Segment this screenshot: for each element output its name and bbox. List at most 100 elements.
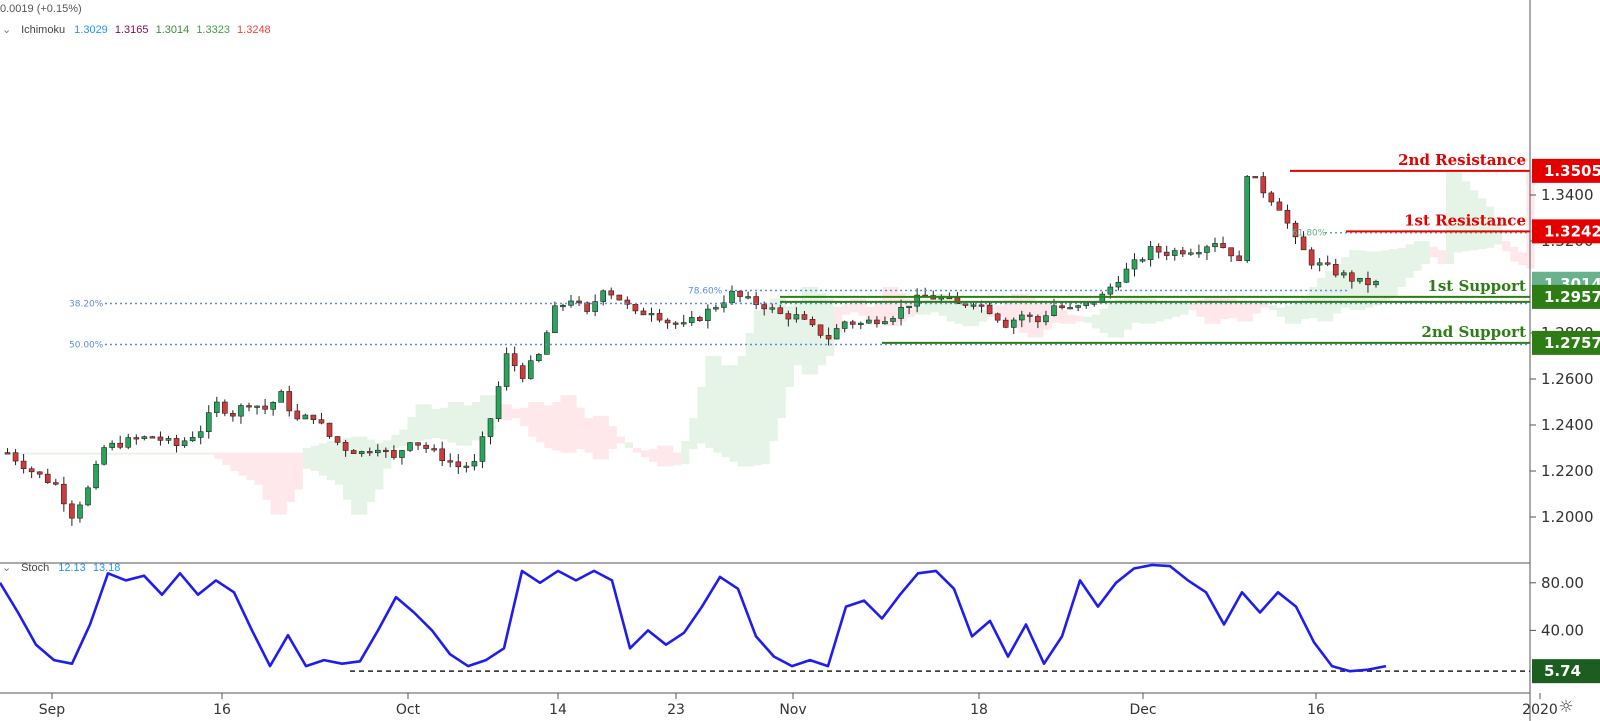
cloud-segment — [1123, 296, 1133, 330]
cloud-segment — [1164, 303, 1173, 320]
stoch-d-value: 13.18 — [92, 562, 121, 574]
cloud-segment — [149, 452, 158, 455]
cloud-segment — [1140, 297, 1149, 324]
candle-body — [1349, 272, 1355, 282]
candle-body — [664, 319, 671, 324]
cloud-segment — [1462, 181, 1471, 252]
candle-body — [101, 447, 107, 465]
time-tick-label: Nov — [779, 702, 806, 718]
candle-body — [648, 313, 655, 316]
cloud-segment — [1454, 172, 1463, 253]
cloud-segment — [657, 445, 666, 467]
candle-body — [439, 448, 446, 461]
candle-body — [737, 290, 743, 297]
cloud-segment — [632, 448, 641, 453]
cloud-segment — [1429, 246, 1438, 258]
candle-body — [1357, 277, 1363, 282]
cloud-segment — [624, 442, 633, 448]
candle-body — [61, 483, 67, 505]
cloud-segment — [649, 449, 658, 462]
candle-body — [1115, 281, 1122, 288]
candle-body — [745, 296, 751, 299]
stoch-k-line — [0, 563, 1387, 673]
stoch-collapse-chevron-icon[interactable]: ⌄ — [2, 562, 12, 574]
cloud-segment — [979, 310, 988, 322]
cloud-segment — [504, 404, 513, 421]
cloud-segment — [77, 452, 86, 455]
cloud-segment — [399, 429, 408, 446]
support-2-label: 2nd Support — [1421, 323, 1526, 341]
candle-body — [801, 314, 808, 320]
candle-body — [366, 451, 373, 454]
candle-body — [310, 414, 317, 420]
cloud-segment — [109, 452, 118, 455]
resistance-1-label: 1st Resistance — [1404, 211, 1526, 229]
cloud-segment — [1268, 305, 1277, 310]
fib-500-label: 50.00% — [69, 341, 104, 351]
cloud-segment — [133, 452, 142, 455]
cloud-segment — [713, 356, 722, 453]
cloud-segment — [93, 452, 102, 455]
candle-body — [978, 304, 985, 307]
cloud-segment — [174, 452, 183, 455]
cloud-segment — [222, 452, 231, 465]
candle-body — [616, 294, 623, 301]
candle-body — [1035, 316, 1041, 323]
ichimoku-value-3: 1.3014 — [155, 24, 190, 36]
ichimoku-value-4: 1.3323 — [196, 24, 230, 36]
s1-price-tag — [1532, 284, 1600, 309]
cloud-segment — [335, 439, 344, 485]
candle-body — [334, 436, 341, 443]
candle-body — [85, 487, 91, 506]
stoch-axis[interactable]: 80.00 40.00 — [1530, 574, 1584, 640]
candle-body — [133, 437, 140, 440]
cloud-segment — [1470, 190, 1479, 251]
candle-body — [560, 304, 566, 308]
cloud-segment — [866, 306, 875, 322]
candle-body — [970, 304, 977, 307]
settings-gear-icon[interactable]: ☼ — [1558, 697, 1573, 717]
cloud-segment — [367, 439, 376, 503]
cloud-segment — [995, 305, 1004, 317]
candle-body — [125, 437, 132, 448]
stoch-tick-label: 40.00 — [1541, 621, 1584, 639]
candle-body — [431, 448, 437, 451]
cloud-segment — [1252, 300, 1261, 314]
cloud-segment — [785, 306, 794, 388]
candle-body — [1252, 176, 1259, 179]
candle-body — [399, 450, 405, 458]
cloud-segment — [552, 402, 561, 451]
cloud-segment — [294, 452, 303, 490]
cloud-segment — [262, 452, 271, 500]
r1-price-tag-label: 1.3242 — [1544, 222, 1600, 240]
cloud-segment — [826, 298, 835, 356]
cloud-segment — [198, 452, 207, 455]
cloud-segment — [29, 452, 38, 455]
cloud-segment — [681, 441, 690, 465]
candle-body — [769, 307, 776, 310]
cloud-segment — [141, 452, 150, 455]
candle-body — [197, 431, 204, 438]
cloud-segment — [938, 293, 947, 316]
cloud-segment — [383, 440, 392, 469]
price-tick-label: 1.2600 — [1541, 370, 1594, 388]
cloud-segment — [576, 407, 585, 450]
candle-body — [1018, 314, 1025, 321]
time-axis[interactable]: Sep 16 Oct 14 23 Nov 18 Dec 16 2020 — [39, 693, 1558, 718]
cloud-segment — [544, 405, 553, 448]
time-tick-label: 14 — [549, 702, 567, 718]
candle-body — [109, 442, 115, 448]
time-tick-label: 18 — [970, 702, 988, 718]
cloud-segment — [391, 434, 400, 448]
ichimoku-value-5: 1.3248 — [237, 24, 271, 36]
cloud-segment — [729, 365, 738, 462]
candle-body — [1276, 201, 1283, 211]
candle-body — [849, 321, 856, 325]
price-tick-label: 1.2000 — [1541, 508, 1594, 526]
candle-body — [1043, 315, 1049, 323]
time-tick-label: 16 — [213, 702, 231, 718]
collapse-chevron-icon[interactable]: ⌄ — [2, 24, 12, 36]
candle-body — [584, 302, 590, 312]
candle-body — [173, 438, 180, 447]
